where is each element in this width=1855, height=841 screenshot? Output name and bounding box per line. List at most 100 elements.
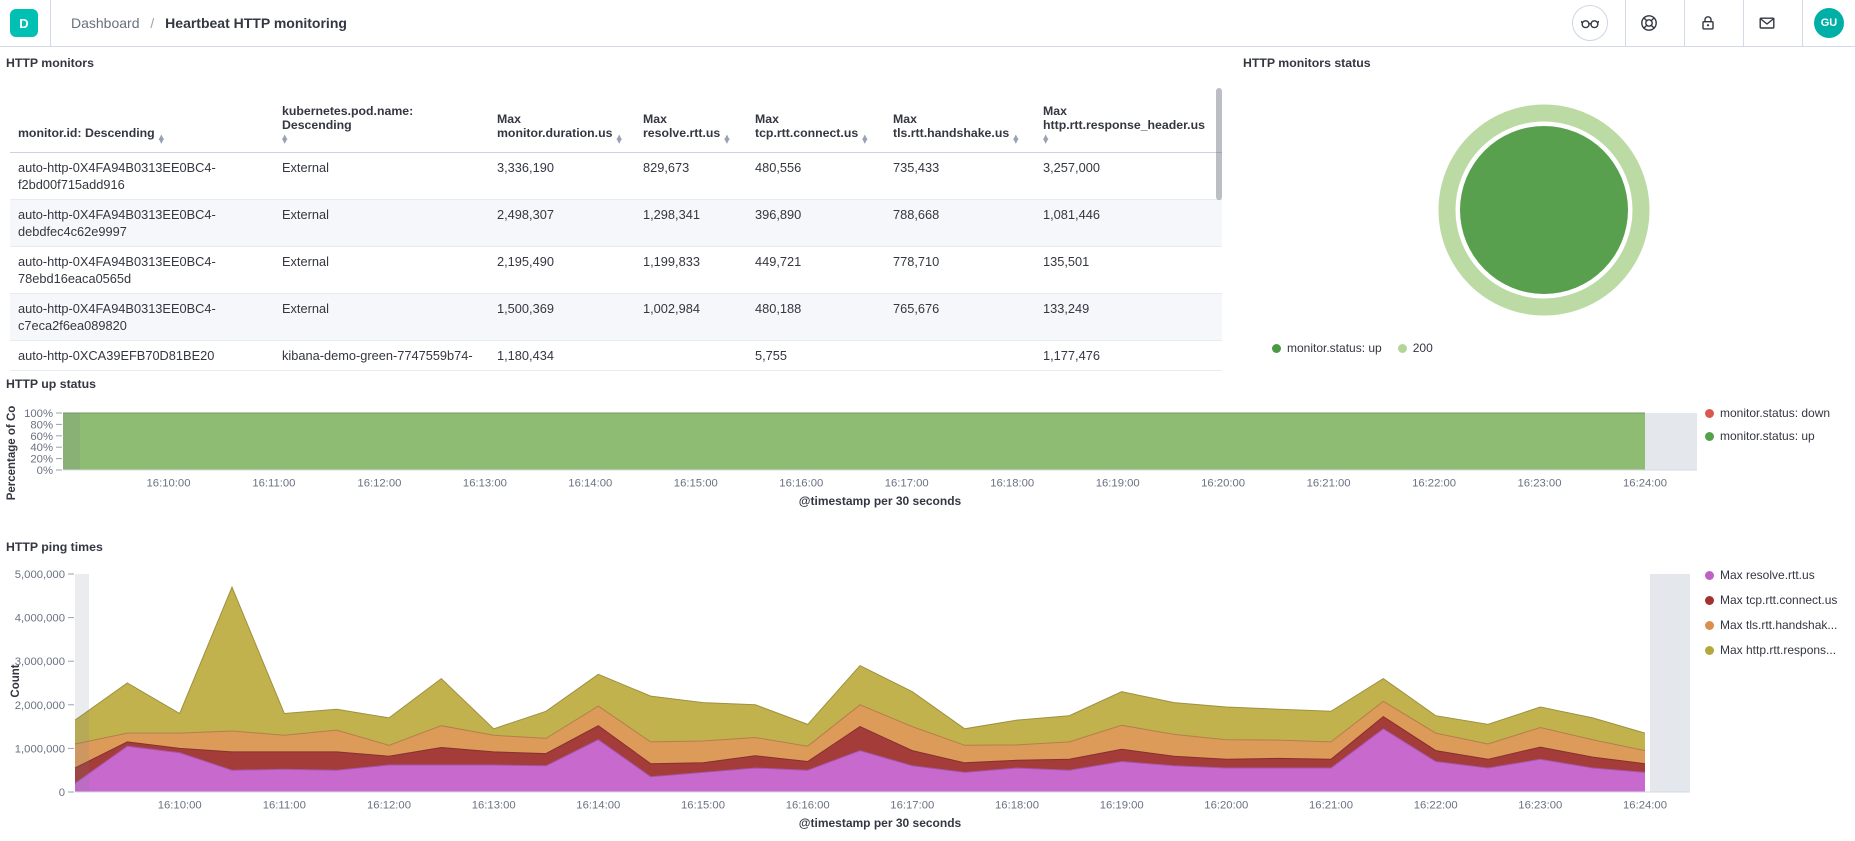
table-row: auto-http-0XCA39EFB70D81BE20 kibana-demo-…	[10, 340, 1222, 371]
table-cell: 135,501	[1035, 246, 1222, 294]
svg-text:16:10:00: 16:10:00	[147, 478, 191, 490]
table-cell: 829,673	[635, 152, 747, 200]
table-cell: auto-http-0X4FA94B0313EE0BC4-c7eca2f6ea0…	[10, 293, 274, 341]
legend-label: Max tcp.rtt.connect.us	[1720, 593, 1838, 607]
breadcrumb-separator: /	[150, 15, 155, 31]
http-monitors-table-panel: monitor.id: Descending ▲ ▼ kubernetes.pod.n…	[10, 75, 1222, 371]
lock-icon	[1702, 16, 1714, 30]
app-logo[interactable]: D	[10, 9, 38, 37]
table-cell: 3,257,000	[1035, 152, 1222, 200]
column-header[interactable]: monitor.id: Descending ▲ ▼	[10, 75, 274, 153]
legend-dot	[1705, 620, 1714, 630]
table-cell: 1,177,476	[1035, 340, 1222, 371]
legend-dot	[1272, 343, 1281, 353]
ping-chart[interactable]: 0 1,000,000 2,000,000 3,000,000 4,000,000 5,0…	[0, 560, 1855, 830]
status-donut-chart[interactable]	[1414, 80, 1674, 340]
table-row: auto-http-0X4FA94B0313EE0BC4-debdfec4c62…	[10, 199, 1222, 247]
table-cell: 480,556	[747, 152, 885, 200]
breadcrumb-current-page: Heartbeat HTTP monitoring	[165, 15, 347, 31]
legend-item[interactable]: monitor.status: down	[1705, 406, 1830, 420]
legend-label: Max http.rtt.respons...	[1720, 643, 1837, 657]
table-cell: 1,298,341	[635, 199, 747, 247]
svg-text:16:24:00: 16:24:00	[1623, 800, 1667, 812]
table-cell: 735,433	[885, 152, 1035, 200]
up-chart-legend: monitor.status: down monitor.status: up	[1705, 406, 1830, 452]
column-header[interactable]: kubernetes.pod.name: Descending ▲ ▼	[274, 75, 489, 153]
user-avatar[interactable]: GU	[1814, 8, 1844, 38]
header-divider	[1743, 0, 1744, 47]
header-divider	[50, 0, 51, 47]
help-button[interactable]	[1626, 0, 1672, 47]
newsfeed-button[interactable]	[1744, 0, 1790, 47]
table-cell: 5,755	[747, 340, 885, 371]
table-cell: External	[274, 152, 489, 200]
table-cell: 2,498,307	[489, 199, 635, 247]
table-cell: External	[274, 246, 489, 294]
sort-icon: ▲ ▼	[862, 133, 868, 145]
column-header[interactable]: Max resolve.rtt.us ▲ ▼	[635, 75, 747, 153]
svg-text:16:22:00: 16:22:00	[1412, 478, 1456, 490]
table-cell: 788,668	[885, 199, 1035, 247]
legend-item[interactable]: Max http.rtt.respons...	[1705, 643, 1837, 657]
panel-title-http-monitors-status: HTTP monitors status	[1243, 56, 1371, 70]
table-cell: 3,336,190	[489, 152, 635, 200]
svg-text:16:14:00: 16:14:00	[568, 478, 612, 490]
svg-text:16:11:00: 16:11:00	[263, 800, 306, 812]
sort-icon: ▲ ▼	[1013, 133, 1019, 145]
legend-label: monitor.status: up	[1287, 341, 1382, 355]
legend-dot	[1705, 570, 1714, 580]
up-chart-x-axis-title: @timestamp per 30 seconds	[798, 494, 962, 508]
legend-label: monitor.status: down	[1720, 406, 1831, 420]
svg-text:16:13:00: 16:13:00	[463, 478, 507, 490]
legend-item[interactable]: Max tls.rtt.handshak...	[1705, 618, 1837, 632]
legend-label: Max tls.rtt.handshak...	[1720, 618, 1838, 632]
svg-text:16:17:00: 16:17:00	[885, 478, 929, 490]
svg-text:16:10:00: 16:10:00	[158, 800, 202, 812]
legend-item[interactable]: monitor.status: up	[1705, 429, 1830, 443]
view-mode-button[interactable]	[1567, 0, 1613, 47]
column-header[interactable]: Max tls.rtt.handshake.us ▲ ▼	[885, 75, 1035, 153]
svg-text:16:19:00: 16:19:00	[1096, 478, 1140, 490]
svg-text:16:15:00: 16:15:00	[681, 800, 725, 812]
legend-item[interactable]: Max tcp.rtt.connect.us	[1705, 593, 1837, 607]
svg-text:16:21:00: 16:21:00	[1307, 478, 1351, 490]
table-cell: 449,721	[747, 246, 885, 294]
table-cell: 1,081,446	[1035, 199, 1222, 247]
svg-text:0: 0	[59, 787, 65, 799]
svg-text:16:13:00: 16:13:00	[472, 800, 516, 812]
header-actions: GU	[1567, 0, 1855, 47]
legend-item[interactable]: Max resolve.rtt.us	[1705, 568, 1837, 582]
table-cell: External	[274, 199, 489, 247]
donut-disc-up[interactable]	[1460, 126, 1628, 294]
sort-icon: ▲ ▼	[158, 133, 165, 145]
svg-text:16:18:00: 16:18:00	[990, 478, 1034, 490]
security-button[interactable]	[1685, 0, 1731, 47]
monitors-table-head-row: monitor.id: Descending ▲ ▼ kubernetes.pod.n…	[10, 75, 1222, 153]
legend-item[interactable]: 200	[1397, 341, 1433, 355]
svg-text:16:22:00: 16:22:00	[1414, 800, 1458, 812]
svg-text:80%: 80%	[30, 419, 53, 431]
table-cell: auto-http-0X4FA94B0313EE0BC4-f2bd00f715a…	[10, 152, 274, 200]
table-cell: 765,676	[885, 293, 1035, 341]
table-row: auto-http-0X4FA94B0313EE0BC4-c7eca2f6ea0…	[10, 293, 1222, 341]
column-header[interactable]: Max http.rtt.response_header.us ▲ ▼	[1035, 75, 1222, 153]
table-cell: auto-http-0XCA39EFB70D81BE20	[10, 340, 274, 371]
monitors-table-body: auto-http-0X4FA94B0313EE0BC4-f2bd00f715a…	[10, 152, 1222, 371]
svg-text:2,000,000: 2,000,000	[15, 700, 65, 712]
breadcrumb-dashboard[interactable]: Dashboard	[71, 15, 140, 31]
column-header[interactable]: Max tcp.rtt.connect.us ▲ ▼	[747, 75, 885, 153]
table-scrollbar-thumb[interactable]	[1216, 88, 1222, 200]
table-cell: 1,500,369	[489, 293, 635, 341]
donut-ring-200[interactable]	[1438, 104, 1650, 316]
table-cell: 2,195,490	[489, 246, 635, 294]
svg-text:16:23:00: 16:23:00	[1518, 478, 1562, 490]
svg-text:16:21:00: 16:21:00	[1309, 800, 1353, 812]
svg-text:16:16:00: 16:16:00	[779, 478, 823, 490]
table-cell: 133,249	[1035, 293, 1222, 341]
legend-dot	[1705, 431, 1714, 441]
svg-text:16:11:00: 16:11:00	[252, 478, 295, 490]
table-cell	[635, 340, 747, 371]
up-chart[interactable]: 0%20%40%60%80%100% 16:10:00 16:11:00 16:12:…	[0, 398, 1855, 498]
column-header[interactable]: Max monitor.duration.us ▲ ▼	[489, 75, 635, 153]
legend-item[interactable]: monitor.status: up	[1272, 341, 1382, 355]
